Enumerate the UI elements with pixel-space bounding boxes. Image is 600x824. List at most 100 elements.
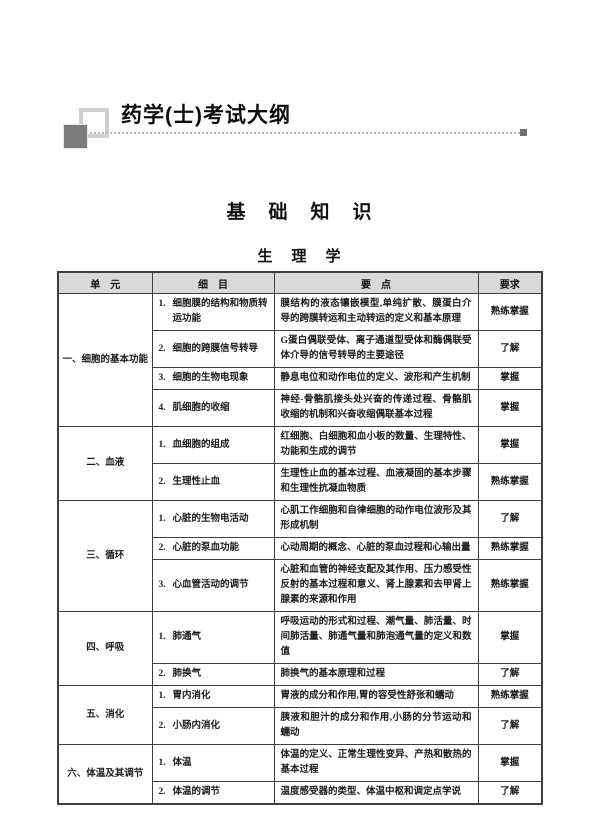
item-number: 4. (158, 402, 166, 413)
table-row: 二、血液 1. 血细胞的组成 红细胞、白细胞和血小板的数量、生理特性、功能和生成的… (57, 426, 543, 501)
requirement-cell: 掌握 (477, 367, 543, 390)
item-label: 细胞的跨膜信号转导 (172, 343, 259, 354)
item-label: 细胞膜的结构和物质转运功能 (172, 299, 268, 324)
col-header-requirement: 要求 (477, 271, 543, 294)
item-number: 1. (158, 757, 166, 768)
requirement-cell: 熟练掌握 (477, 463, 543, 501)
item-label: 小肠内消化 (172, 720, 221, 731)
dotted-rule (90, 132, 520, 134)
points-cell: 胰液和胆汁的成分和作用,小肠的分节运动和蠕动 (273, 707, 479, 745)
points-cell: 神经-骨骼肌接头处兴奋的传递过程、骨骼肌收缩的机制和兴奋收缩偶联基本过程 (273, 389, 479, 427)
item-number: 2. (158, 343, 166, 354)
item-label: 肺通气 (172, 632, 202, 642)
chapter-title: 药学(士)考试大纲 (121, 104, 291, 127)
item-cell: 1. 细胞膜的结构和物质转运功能 (151, 293, 275, 331)
item-label: 生理性止血 (172, 476, 221, 487)
item-cell: 1. 心脏的生物电活动 (151, 500, 275, 538)
item-cell: 2. 体温的调节 (151, 781, 275, 805)
section-title: 基 础 知 识 (226, 202, 374, 223)
requirement-cell: 熟练掌握 (477, 537, 543, 560)
item-number: 2. (158, 787, 166, 797)
col-header-item: 细 目 (151, 271, 275, 294)
points-cell: 呼吸运动的形式和过程、潮气量、肺活量、时间肺活量、肺通气量和肺泡通气量的定义和数… (273, 611, 479, 664)
points-cell: 红细胞、白细胞和血小板的数量、生理特性、功能和生成的调节 (273, 426, 479, 464)
table-row: 2. 心脏的泵血功能 心动周期的概念、心脏的泵血过程和心输出量 熟练掌握 (58, 537, 543, 560)
requirement-cell: 掌握 (477, 426, 543, 464)
requirement-cell: 熟练掌握 (477, 559, 543, 612)
item-cell: 1. 肺通气 (151, 611, 275, 664)
requirement-cell: 了解 (477, 781, 543, 805)
item-label: 肌细胞的收缩 (172, 402, 230, 413)
item-cell: 2. 生理性止血 (151, 463, 275, 501)
item-number: 1. (158, 513, 166, 524)
requirement-cell: 掌握 (477, 389, 543, 427)
requirement-cell: 掌握 (477, 611, 543, 664)
item-label: 胃内消化 (172, 691, 211, 701)
item-label: 心脏的生物电活动 (172, 513, 249, 524)
item-cell: 2. 心脏的泵血功能 (151, 537, 275, 560)
subject-title: 生 理 学 (257, 249, 343, 265)
item-number: 2. (158, 669, 166, 679)
unit-cell: 五、消化 (57, 685, 153, 745)
table-header-row: 单 元 细 目 要 点 要求 (57, 271, 543, 294)
points-cell: 生理性止血的基本过程、血液凝固的基本步骤和生理性抗凝血物质 (273, 463, 479, 501)
points-cell: 心动周期的概念、心脏的泵血过程和心输出量 (273, 537, 479, 560)
item-label: 体温 (172, 757, 192, 768)
points-cell: 静息电位和动作电位的定义、波形和产生机制 (273, 367, 479, 390)
points-cell: 胃液的成分和作用,胃的容受性舒张和蠕动 (273, 685, 479, 708)
table-row: 三、循环 1. 心脏的生物电活动 心肌工作细胞和自律细胞的动作电位波形及其形成机制… (57, 500, 543, 612)
item-cell: 1. 血细胞的组成 (151, 426, 275, 464)
item-number: 1. (158, 691, 166, 701)
requirement-cell: 熟练掌握 (477, 293, 543, 331)
points-cell: 体温的定义、正常生理性变异、产热和散热的基本过程 (273, 744, 479, 782)
item-cell: 2. 细胞的跨膜信号转导 (151, 330, 275, 368)
col-header-unit: 单 元 (57, 271, 153, 294)
item-number: 2. (158, 543, 166, 553)
points-cell: G蛋白偶联受体、离子通道型受体和酶偶联受体介导的信号转导的主要途径 (273, 330, 479, 368)
requirement-cell: 了解 (477, 663, 543, 686)
item-cell: 1. 胃内消化 (151, 685, 275, 708)
item-number: 1. (158, 439, 166, 450)
item-cell: 3. 细胞的生物电现象 (151, 367, 275, 390)
table-row: 2. 肺换气 肺换气的基本原理和过程 了解 (58, 663, 543, 686)
item-label: 细胞的生物电现象 (172, 373, 249, 383)
item-number: 3. (158, 580, 166, 590)
item-cell: 3. 心血管活动的调节 (151, 559, 275, 612)
points-cell: 温度感受器的类型、体温中枢和调定点学说 (273, 781, 479, 805)
requirement-cell: 了解 (477, 330, 543, 368)
unit-cell: 四、呼吸 (57, 611, 153, 686)
unit-cell: 二、血液 (57, 426, 153, 501)
item-number: 2. (158, 720, 166, 731)
table-row: 四、呼吸 1. 肺通气 呼吸运动的形式和过程、潮气量、肺活量、时间肺活量、肺通气量… (57, 611, 543, 686)
table-row: 一、细胞的基本功能 1. 细胞膜的结构和物质转运功能 膜结构的液态镶嵌模型,单纯扩… (57, 293, 543, 427)
item-cell: 1. 体温 (151, 744, 275, 782)
item-number: 3. (158, 373, 166, 383)
points-cell: 心肌工作细胞和自律细胞的动作电位波形及其形成机制 (273, 500, 479, 538)
table-row: 2. 小肠内消化 胰液和胆汁的成分和作用,小肠的分节运动和蠕动 了解 (58, 707, 543, 745)
item-number: 1. (158, 632, 166, 642)
table-row: 3. 细胞的生物电现象 静息电位和动作电位的定义、波形和产生机制 掌握 (58, 367, 543, 390)
points-cell: 心脏和血管的神经支配及其作用、压力感受性反射的基本过程和意义、肾上腺素和去甲肾上… (273, 559, 479, 612)
syllabus-table: 单 元 细 目 要 点 要求 一、细胞的基本功能 1. 细胞膜的结构和物质转运功能… (57, 271, 543, 805)
item-label: 心脏的泵血功能 (172, 543, 240, 553)
points-cell: 膜结构的液态镶嵌模型,单纯扩散、膜蛋白介导的跨膜转运和主动转运的定义和基本原理 (273, 293, 479, 331)
item-cell: 2. 肺换气 (151, 663, 275, 686)
table-row: 六、体温及其调节 1. 体温 体温的定义、正常生理性变异、产热和散热的基本过程 掌… (57, 744, 543, 805)
requirement-cell: 了解 (477, 707, 543, 745)
item-cell: 4. 肌细胞的收缩 (151, 389, 275, 427)
table-row: 五、消化 1. 胃内消化 胃液的成分和作用,胃的容受性舒张和蠕动 熟练掌握 (57, 685, 543, 745)
item-cell: 2. 小肠内消化 (151, 707, 275, 745)
item-label: 心血管活动的调节 (172, 580, 249, 590)
unit-cell: 三、循环 (57, 500, 153, 612)
requirement-cell: 了解 (477, 500, 543, 538)
dotted-rule-end-square-icon (520, 129, 527, 136)
item-number: 1. (158, 299, 166, 309)
unit-cell: 一、细胞的基本功能 (57, 293, 153, 427)
item-label: 血细胞的组成 (172, 439, 230, 450)
item-number: 2. (158, 476, 166, 487)
requirement-cell: 掌握 (477, 744, 543, 782)
item-label: 肺换气 (172, 669, 202, 679)
table-row: 4. 肌细胞的收缩 神经-骨骼肌接头处兴奋的传递过程、骨骼肌收缩的机制和兴奋收缩偶… (58, 389, 543, 427)
requirement-cell: 熟练掌握 (477, 685, 543, 708)
